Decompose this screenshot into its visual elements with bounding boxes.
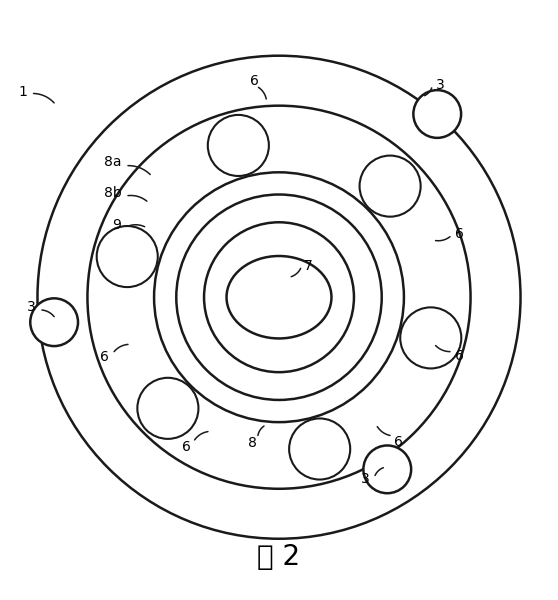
- Text: 6: 6: [455, 227, 464, 241]
- Text: 6: 6: [100, 350, 109, 364]
- Text: 1: 1: [18, 85, 27, 99]
- Ellipse shape: [227, 256, 331, 338]
- Text: 6: 6: [455, 349, 464, 362]
- Circle shape: [37, 56, 521, 539]
- Text: 图 2: 图 2: [257, 542, 301, 571]
- Circle shape: [176, 194, 382, 400]
- Text: 6: 6: [249, 74, 258, 88]
- Circle shape: [137, 378, 199, 439]
- Text: 8b: 8b: [104, 187, 121, 200]
- Text: 8: 8: [248, 436, 257, 450]
- Text: 7: 7: [304, 259, 312, 272]
- Text: 3: 3: [360, 472, 369, 486]
- Circle shape: [363, 445, 411, 493]
- Circle shape: [97, 226, 158, 287]
- Text: 6: 6: [182, 440, 191, 454]
- Circle shape: [30, 298, 78, 346]
- Circle shape: [204, 222, 354, 372]
- Circle shape: [208, 115, 269, 176]
- Circle shape: [413, 90, 461, 138]
- Circle shape: [154, 172, 404, 422]
- Circle shape: [88, 106, 470, 489]
- Circle shape: [289, 418, 350, 479]
- Text: 8a: 8a: [104, 155, 121, 169]
- Text: 3: 3: [436, 77, 444, 92]
- Text: 9: 9: [113, 218, 121, 232]
- Text: 3: 3: [26, 299, 35, 314]
- Circle shape: [400, 307, 461, 368]
- Circle shape: [359, 155, 421, 217]
- Text: 6: 6: [394, 434, 403, 449]
